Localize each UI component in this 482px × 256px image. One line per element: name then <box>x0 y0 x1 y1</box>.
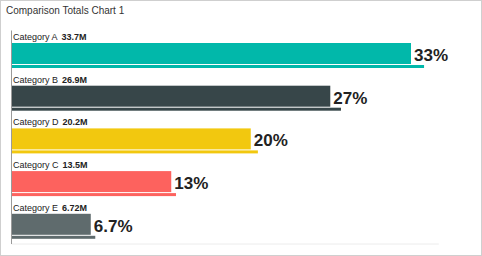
value-label: 6.72M <box>62 203 87 213</box>
bar <box>12 171 171 192</box>
value-label: 33.7M <box>62 32 87 42</box>
value-label: 26.9M <box>62 75 87 85</box>
percent-label: 6.7% <box>94 217 133 236</box>
y-axis <box>11 31 12 245</box>
frame <box>1 1 482 256</box>
category-label: Category C <box>13 160 59 170</box>
chart: Comparison Totals Chart 1 Category A 33.7M… <box>0 0 482 256</box>
title: Comparison Totals Chart 1 <box>6 5 125 16</box>
comparison-bar <box>12 108 341 111</box>
y-axis-line <box>11 31 12 245</box>
category-label: Category E <box>13 203 58 213</box>
percent-label: 13% <box>174 174 208 193</box>
bars <box>12 43 424 239</box>
comparison-bar <box>12 150 258 153</box>
bar <box>12 43 411 64</box>
category-label: Category B <box>13 75 58 85</box>
category-label: Category A <box>13 32 58 42</box>
bar <box>12 86 330 107</box>
comparison-bar <box>12 193 176 196</box>
value-label: 13.5M <box>63 160 88 170</box>
percent-label: 33% <box>414 46 448 65</box>
percent-label: 27% <box>333 89 367 108</box>
bar <box>12 214 91 235</box>
comparison-bar <box>12 236 95 239</box>
category-label: Category D <box>13 117 59 127</box>
bar <box>12 128 251 149</box>
x-axis-line <box>12 244 439 245</box>
comparison-bar <box>12 65 424 68</box>
value-label: 20.2M <box>63 117 88 127</box>
x-axis <box>12 244 439 245</box>
percent-label: 20% <box>254 131 288 150</box>
labels: Category A 33.7M 33% Category B 26.9M 27% Cate… <box>13 32 448 236</box>
